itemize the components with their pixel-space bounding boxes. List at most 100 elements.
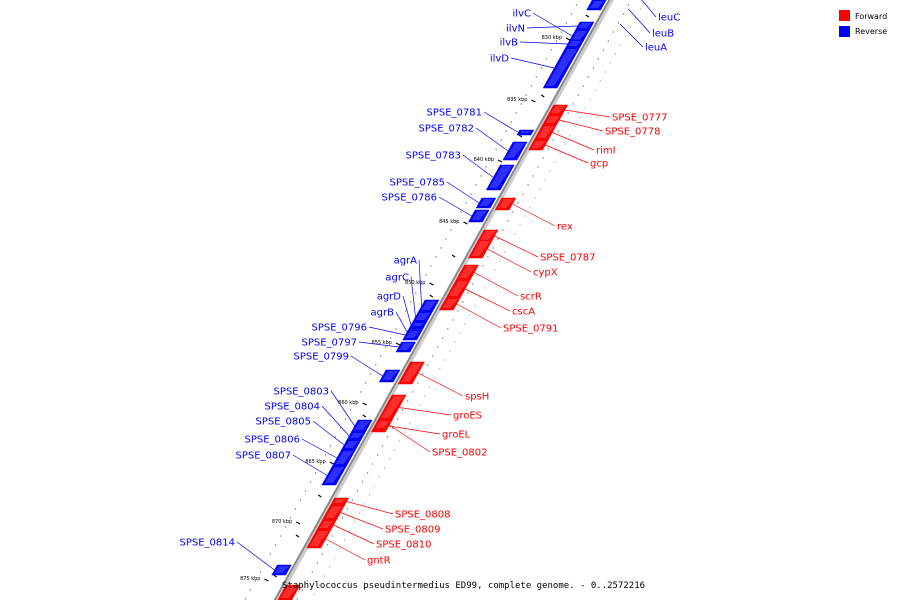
leader-spse-0807: [292, 454, 328, 476]
kbp-tick-865-kbp: 865 kbp: [305, 459, 334, 465]
gene-label-cypx[interactable]: cypX: [533, 268, 558, 279]
gene-rex[interactable]: [494, 197, 517, 211]
leader-rimi: [552, 132, 595, 151]
leader-agrb: [395, 311, 408, 333]
gene-spse-0782[interactable]: [502, 141, 528, 161]
gene-label-spse-0778[interactable]: SPSE_0778: [605, 127, 661, 138]
gene-spse-0808[interactable]: [330, 497, 350, 506]
gene-label-spse-0777[interactable]: SPSE_0777: [612, 113, 668, 124]
kbp-tick-845-kbp: 845 kbp: [439, 219, 468, 225]
gene-label-spse-0782[interactable]: SPSE_0782: [419, 124, 475, 135]
gene-spse-0802[interactable]: [372, 419, 393, 431]
gene-label-spse-0803[interactable]: SPSE_0803: [274, 387, 330, 398]
gene-spse-0785[interactable]: [475, 197, 497, 209]
gene-label-spse-0814[interactable]: SPSE_0814: [180, 538, 236, 549]
gene-spse-0777[interactable]: [547, 104, 569, 116]
gene-label-scrr[interactable]: scrR: [520, 292, 542, 303]
gene-ilvn[interactable]: [575, 21, 595, 31]
gene-label-groes[interactable]: groES: [453, 411, 482, 422]
gene-label-ilvc[interactable]: ilvC: [513, 9, 531, 20]
gene-spsh[interactable]: [397, 361, 425, 385]
gene-spse-0810[interactable]: [316, 519, 337, 531]
gene-label-rimi[interactable]: rimI: [596, 146, 616, 157]
gene-label-spse-0806[interactable]: SPSE_0806: [245, 435, 301, 446]
gene-label-csca[interactable]: cscA: [512, 307, 535, 318]
gene-label-agrc[interactable]: agrC: [385, 273, 409, 284]
legend-swatch-forward: [839, 10, 850, 21]
gene-label-spse-0810[interactable]: SPSE_0810: [376, 540, 432, 551]
gene-agra[interactable]: [417, 299, 440, 313]
gene-label-spse-0802[interactable]: SPSE_0802: [432, 448, 488, 459]
leader-scrr: [474, 272, 519, 297]
gene-label-rex[interactable]: rex: [557, 222, 573, 233]
gene-label-spse-0804[interactable]: SPSE_0804: [265, 402, 321, 413]
leader-leua: [619, 23, 644, 48]
gene-spse-0807[interactable]: [321, 465, 347, 486]
leader-spse-0802: [389, 424, 431, 453]
gene-spse-0805[interactable]: [340, 439, 362, 451]
gene-label-leua[interactable]: leuA: [645, 43, 667, 54]
gene-spse-0781[interactable]: [516, 129, 535, 136]
leader-spse-0786: [438, 196, 472, 217]
gene-label-spse-0786[interactable]: SPSE_0786: [382, 193, 438, 204]
gene-spse-0786[interactable]: [468, 209, 490, 223]
gene-label-spse-0799[interactable]: SPSE_0799: [294, 352, 350, 363]
gene-label-spse-0807[interactable]: SPSE_0807: [236, 451, 292, 462]
gene-label-leub[interactable]: leuB: [652, 29, 674, 40]
leader-leub: [628, 8, 651, 34]
gene-label-spse-0805[interactable]: SPSE_0805: [256, 417, 312, 428]
gene-spse-0783[interactable]: [485, 164, 515, 191]
gene-spse-0796[interactable]: [402, 329, 423, 341]
kbp-tick-830-kbp: 830 kbp: [542, 35, 571, 41]
gene-label-spse-0785[interactable]: SPSE_0785: [390, 178, 446, 189]
svg-text:860 kbp: 860 kbp: [338, 400, 358, 406]
gene-spse-0791[interactable]: [438, 297, 461, 311]
leader-agrd: [402, 295, 412, 326]
gene-label-ilvn[interactable]: ilvN: [506, 24, 525, 35]
leader-spse-0809: [340, 512, 384, 530]
svg-text:865 kbp: 865 kbp: [305, 459, 325, 465]
gene-label-spse-0781[interactable]: SPSE_0781: [427, 108, 483, 119]
leader-ilvd: [510, 57, 555, 69]
gene-forward-bottom[interactable]: [277, 584, 301, 600]
gene-label-spse-0796[interactable]: SPSE_0796: [312, 323, 368, 334]
gene-agrc[interactable]: [412, 311, 433, 323]
gene-agrd[interactable]: [408, 321, 428, 329]
gene-spse-0814[interactable]: [271, 564, 292, 576]
gene-label-ilvd[interactable]: ilvD: [490, 54, 509, 65]
gene-label-agrb[interactable]: agrB: [371, 308, 395, 319]
gene-label-spse-0791[interactable]: SPSE_0791: [503, 324, 559, 335]
leader-spse-0796: [368, 326, 406, 336]
svg-text:830 kbp: 830 kbp: [542, 35, 562, 41]
gene-spse-0799[interactable]: [378, 369, 401, 383]
gene-label-spse-0809[interactable]: SPSE_0809: [385, 525, 441, 536]
leader-spse-0806: [301, 438, 338, 459]
gene-spse-0803[interactable]: [350, 419, 373, 433]
gene-label-spse-0797[interactable]: SPSE_0797: [302, 338, 358, 349]
gene-gntr[interactable]: [306, 529, 332, 549]
kbp-tick-870-kbp: 870 kbp: [272, 519, 301, 525]
gene-label-gntr[interactable]: gntR: [367, 556, 391, 567]
gene-label-spsh[interactable]: spsH: [465, 392, 489, 403]
gene-ilvb[interactable]: [565, 39, 585, 49]
gene-reverse-top[interactable]: [586, 0, 607, 11]
legend: Forward Reverse: [839, 10, 887, 37]
gene-spse-0804[interactable]: [346, 431, 366, 441]
gene-spse-0797[interactable]: [395, 341, 416, 353]
gene-gcp[interactable]: [528, 139, 549, 151]
gene-label-groel[interactable]: groEL: [442, 430, 471, 441]
gene-label-ilvb[interactable]: ilvB: [500, 38, 518, 49]
gene-cypx[interactable]: [467, 239, 493, 259]
leader-cypx: [487, 248, 532, 273]
gene-label-spse-0783[interactable]: SPSE_0783: [406, 151, 462, 162]
gene-label-gcp[interactable]: gcp: [590, 159, 608, 170]
gene-label-agrd[interactable]: agrD: [377, 292, 402, 303]
kbp-tick-850-kbp: 850 kbp: [405, 280, 434, 286]
gene-label-leuc[interactable]: leuC: [658, 13, 680, 24]
gene-label-spse-0808[interactable]: SPSE_0808: [395, 510, 451, 521]
gene-label-spse-0787[interactable]: SPSE_0787: [540, 253, 596, 264]
gene-ilvd[interactable]: [542, 47, 580, 89]
gene-label-agra[interactable]: agrA: [394, 256, 418, 267]
gene-spse-0778[interactable]: [542, 114, 563, 126]
legend-label-reverse: Reverse: [855, 27, 887, 36]
